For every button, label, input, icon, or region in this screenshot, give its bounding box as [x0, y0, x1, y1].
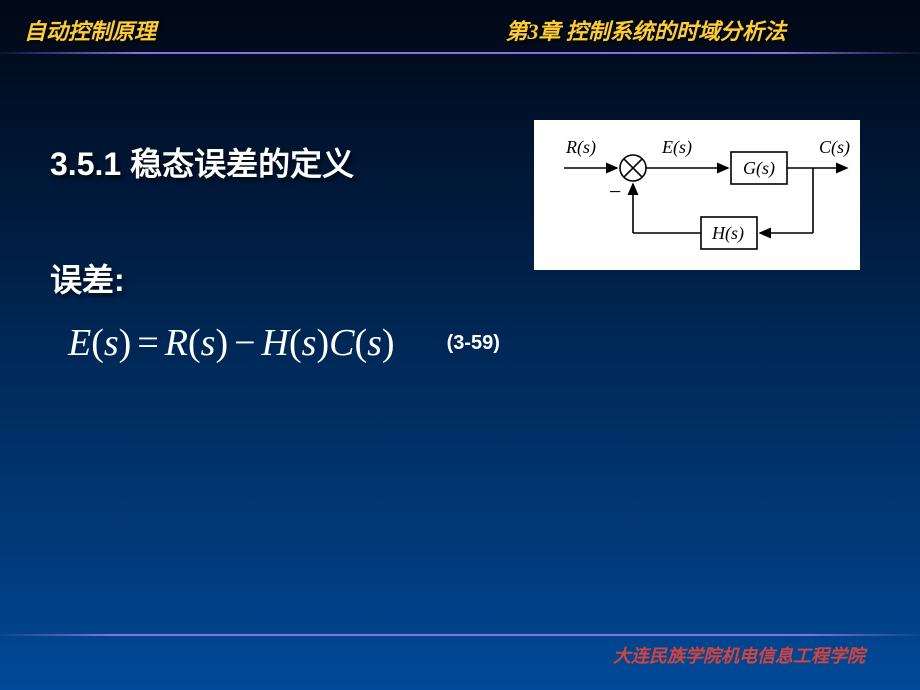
eq-t1-var: R [165, 322, 188, 364]
error-label: 误差: [50, 255, 870, 301]
eq-t1-arg: s [201, 322, 216, 364]
equation: E(s)=R(s)−H(s)C(s) [68, 321, 395, 365]
equation-row: E(s)=R(s)−H(s)C(s) (3-59) [50, 321, 870, 365]
footer-divider [0, 634, 920, 636]
equation-number: (3-59) [447, 332, 500, 355]
eq-t3-arg: s [367, 322, 382, 364]
eq-t2-var: H [262, 322, 289, 364]
slide-header: 自动控制原理 第3章 控制系统的时域分析法 [0, 0, 920, 54]
eq-t2-arg: s [302, 322, 317, 364]
footer-institution: 大连民族学院机电信息工程学院 [613, 642, 865, 668]
chapter-title: 第3章 控制系统的时域分析法 [505, 14, 896, 46]
eq-lhs-arg: s [104, 322, 119, 364]
eq-t3-var: C [329, 322, 354, 364]
slide-content: 3.5.1 稳态误差的定义 误差: E(s)=R(s)−H(s)C(s) (3-… [0, 54, 920, 365]
course-title: 自动控制原理 [24, 14, 156, 46]
section-title: 3.5.1 稳态误差的定义 [50, 139, 870, 185]
eq-lhs-var: E [68, 322, 91, 364]
